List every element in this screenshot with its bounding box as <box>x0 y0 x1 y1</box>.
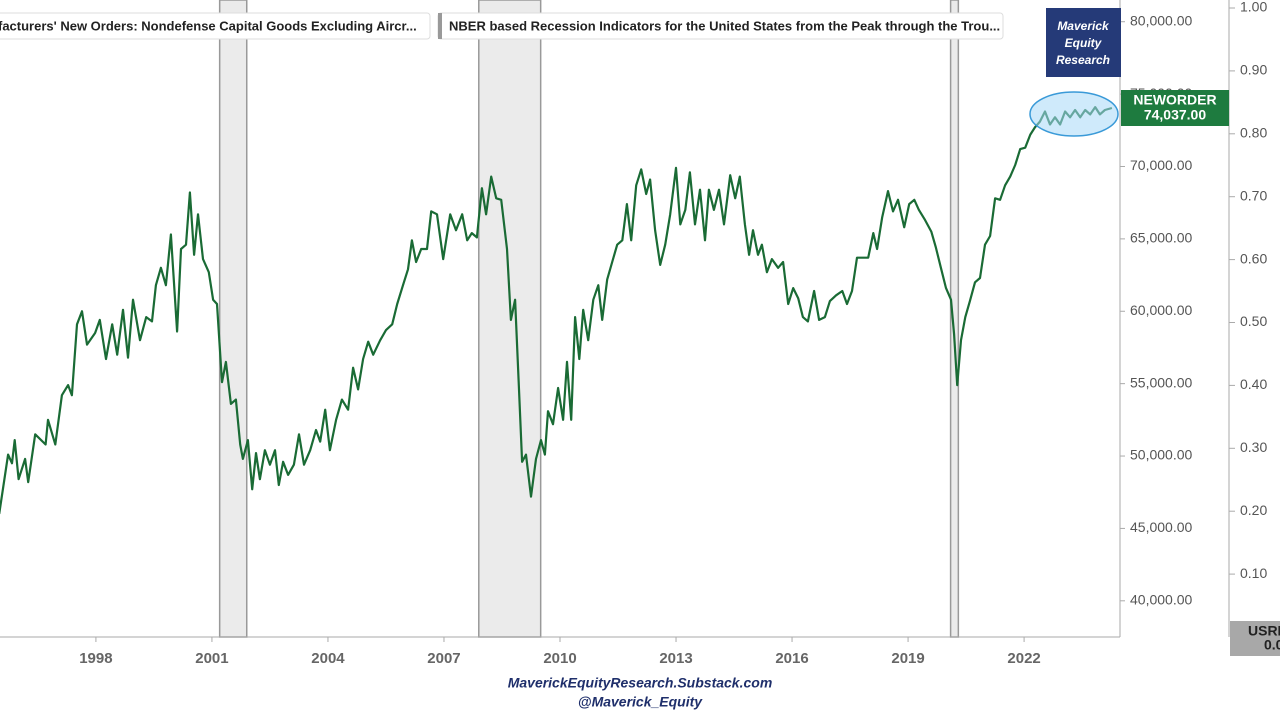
footer: MaverickEquityResearch.Substack.com <box>508 675 773 691</box>
last-value-box <box>1121 90 1229 126</box>
y-tick-label: 70,000.00 <box>1130 157 1192 173</box>
last-value-label: 74,037.00 <box>1144 107 1206 123</box>
x-tick-label: 2019 <box>891 650 924 667</box>
legend-swatch <box>438 13 442 39</box>
legend-box <box>0 12 431 40</box>
y2-tick-label: 0.80 <box>1240 125 1267 141</box>
legend-label: NBER based Recession Indicators for the … <box>449 18 1000 33</box>
y2-tick-label: 0.40 <box>1240 376 1267 392</box>
watermark-box <box>1046 8 1121 77</box>
x-tick-label: 2013 <box>659 650 692 667</box>
y2-tick-label: 0.90 <box>1240 62 1267 78</box>
recession-short-name: USREC <box>1248 623 1280 639</box>
y-tick-label: 80,000.00 <box>1130 12 1192 28</box>
recession-last-value: 0.00 <box>1264 637 1280 653</box>
y-tick-label: 55,000.00 <box>1130 374 1192 390</box>
watermark: Research <box>1056 53 1110 67</box>
watermark: Maverick <box>1057 19 1110 33</box>
y2-tick-label: 0.70 <box>1240 187 1267 203</box>
y2-tick-label: 0.50 <box>1240 313 1267 329</box>
watermark: Equity <box>1065 36 1103 50</box>
y2-tick-label: 0.10 <box>1240 565 1267 581</box>
x-tick-label: 2022 <box>1007 650 1040 667</box>
y2-tick-label: 1.00 <box>1240 0 1267 15</box>
y-tick-label: 65,000.00 <box>1130 230 1192 246</box>
highlight-ellipse <box>1029 91 1119 137</box>
x-tick-label: 2010 <box>543 650 576 667</box>
x-tick-label: 2001 <box>195 650 228 667</box>
y2-tick-label: 0.20 <box>1240 502 1267 518</box>
x-tick-label: 1998 <box>79 650 112 667</box>
y-tick-label: 60,000.00 <box>1130 302 1192 318</box>
y2-tick-label: 0.60 <box>1240 250 1267 266</box>
recession-value-box <box>1230 621 1280 656</box>
series-short-name: NEWORDER <box>1133 92 1216 108</box>
y2-tick-label: 0.30 <box>1240 439 1267 455</box>
y-tick-label: 45,000.00 <box>1130 519 1192 535</box>
recession-band <box>218 0 248 638</box>
y-tick-label: 40,000.00 <box>1130 592 1192 608</box>
x-tick-label: 2016 <box>775 650 808 667</box>
x-tick-label: 2004 <box>311 650 345 667</box>
legend-label: facturers' New Orders: Nondefense Capita… <box>0 18 417 33</box>
x-tick-label: 2007 <box>427 650 460 667</box>
series-line <box>0 106 1113 515</box>
y-tick-label: 50,000.00 <box>1130 447 1192 463</box>
footer: @Maverick_Equity <box>578 694 703 710</box>
